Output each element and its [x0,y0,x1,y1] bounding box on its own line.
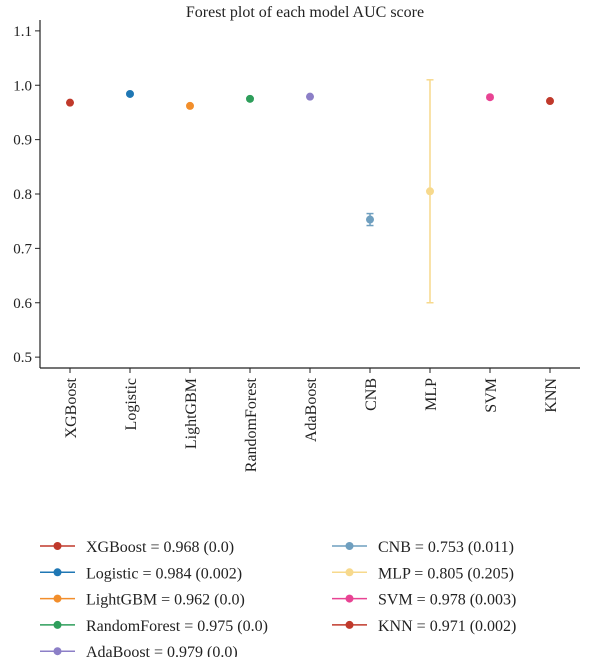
data-point-knn [546,97,554,106]
data-point-logistic [126,89,134,98]
x-tick-label: AdaBoost [303,377,320,442]
legend-label: LightGBM = 0.962 (0.0) [86,592,245,609]
legend-marker [53,647,62,656]
legend: XGBoost = 0.968 (0.0) Logistic = 0.984 (0… [40,539,516,657]
x-tick-label: LightGBM [183,378,200,449]
legend-label: CNB = 0.753 (0.011) [378,539,514,556]
x-tick-label: KNN [543,378,560,413]
legend-marker [345,542,354,550]
plot-axes [39,20,580,369]
x-tick-label: SVM [483,378,500,413]
y-tick-label: 1.0 [13,78,32,94]
x-tick-label: CNB [363,378,380,411]
y-tick-label: 0.8 [13,187,32,203]
legend-marker [53,568,62,577]
x-tick-label: Logistic [123,378,140,430]
data-point-svm [486,93,494,102]
legend-marker [53,620,62,629]
legend-label: XGBoost = 0.968 (0.0) [86,539,234,556]
data-marks [66,79,554,304]
y-tick-label: 0.7 [13,241,32,257]
x-tick-label: MLP [423,378,440,411]
legend-marker [345,568,354,577]
legend-marker [53,542,62,550]
y-tick-label: 1.1 [13,24,32,40]
y-axis-ticks: 0.5 0.6 0.7 0.8 0.9 1.0 1.1 [13,24,40,366]
chart-title: Forest plot of each model AUC score [186,4,424,21]
legend-label: Logistic = 0.984 (0.002) [86,565,242,582]
legend-label: MLP = 0.805 (0.205) [378,565,514,582]
y-tick-label: 0.5 [13,350,32,366]
legend-label: KNN = 0.971 (0.002) [378,618,516,635]
legend-label: AdaBoost = 0.979 (0.0) [86,644,238,657]
legend-marker [53,594,62,603]
x-tick-label: XGBoost [63,377,80,438]
data-point-cnb [366,215,374,224]
x-axis-ticks: XGBoost Logistic LightGBM RandomForest AdaBo… [63,368,560,472]
x-tick-label: RandomForest [243,377,260,472]
y-tick-label: 0.6 [13,296,32,312]
legend-label: SVM = 0.978 (0.003) [378,592,516,609]
y-tick-label: 0.9 [13,133,32,149]
legend-label: RandomForest = 0.975 (0.0) [86,618,268,635]
legend-marker [345,594,354,603]
legend-marker [345,620,354,629]
data-point-xgboost [66,98,74,107]
data-point-randomforest [246,94,254,103]
data-point-mlp [426,187,434,196]
data-point-lightgbm [186,101,194,110]
data-point-adaboost [306,92,314,101]
